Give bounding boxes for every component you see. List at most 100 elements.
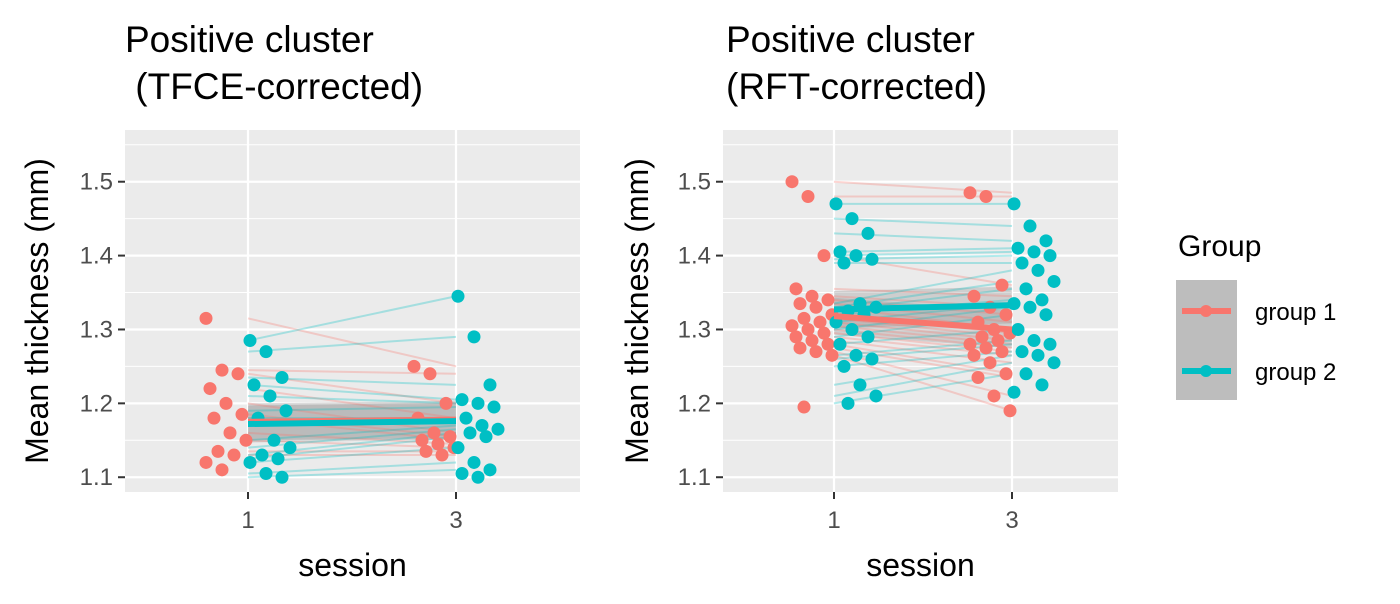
data-point-group-1 [203,382,217,396]
data-point-group-2 [483,378,497,392]
x-tick-label: 3 [1005,507,1018,534]
data-point-group-1 [805,334,819,348]
subject-line-group-1 [833,254,1013,287]
subject-line-group-2 [833,361,1013,397]
subject-line-group-2 [833,250,1013,257]
chart-panel-tfce: Positive cluster (TFCE-corrected) 1.1 1.2 1… [19,19,580,583]
data-point-group-1 [211,444,225,458]
data-point-group-2 [1007,385,1021,399]
data-point-group-2 [455,393,469,407]
data-point-group-2 [861,226,875,240]
data-point-group-2 [1019,367,1033,381]
chart-title-line-1: Positive cluster [125,19,374,60]
data-point-group-2 [471,470,485,484]
data-point-group-1 [789,330,803,344]
data-point-group-1 [995,278,1009,292]
data-point-group-2 [467,330,481,344]
data-point-group-1 [215,463,229,477]
data-point-group-1 [239,433,253,447]
data-point-group-2 [833,245,847,259]
data-point-group-2 [845,212,859,226]
data-point-group-1 [419,444,433,458]
data-point-group-2 [471,396,485,410]
data-point-group-1 [801,322,815,336]
legend-key-background [1176,280,1237,400]
data-point-group-2 [259,345,273,359]
data-point-group-2 [1039,308,1053,322]
y-tick-label: 1.4 [678,243,711,270]
data-point-group-2 [1031,263,1045,277]
data-point-group-2 [1011,322,1025,336]
data-point-group-1 [215,363,229,377]
x-axis-title: session [298,547,407,583]
data-point-group-2 [1027,245,1041,259]
subject-line-group-2 [833,350,1013,368]
data-point-group-2 [259,467,273,481]
x-tick-label: 3 [449,507,462,534]
data-point-group-2 [1027,334,1041,348]
data-point-group-1 [979,189,993,203]
legend-title: Group [1178,230,1261,263]
legend: Group group 1 group 2 [1176,230,1336,400]
data-point-group-1 [789,282,803,296]
data-point-group-1 [801,189,815,203]
data-point-group-2 [853,378,867,392]
data-point-group-2 [275,370,289,384]
subject-line-group-2 [247,295,457,342]
x-tick-label: 1 [241,507,254,534]
subject-line-group-2 [833,217,1013,228]
data-point-group-1 [821,337,835,351]
x-axis-title: session [866,547,975,583]
data-point-group-1 [231,367,245,381]
data-point-group-1 [967,289,981,303]
subject-line-group-1 [833,287,1013,298]
data-point-group-2 [479,430,493,444]
data-point-group-2 [837,359,851,373]
legend-key-point-group-1 [1200,305,1212,317]
data-point-group-2 [849,249,863,263]
data-point-group-2 [255,448,269,462]
subject-line-group-2 [247,383,457,401]
mean-line-group-2 [833,302,1013,313]
data-point-group-1 [975,330,989,344]
data-point-group-2 [869,389,883,403]
chart-title-line-1: Positive cluster [726,19,975,60]
data-point-group-1 [825,348,839,362]
data-point-group-2 [861,330,875,344]
legend-key-point-group-2 [1200,365,1212,377]
subject-line-group-2 [247,424,457,442]
data-point-group-1 [427,426,441,440]
data-point-group-1 [199,311,213,325]
data-point-group-1 [991,334,1005,348]
legend-item-group-1: group 1 [1182,299,1336,326]
data-point-group-1 [797,311,811,325]
data-point-group-1 [423,367,437,381]
data-point-group-1 [809,300,823,314]
subject-line-group-2 [247,428,457,449]
data-point-group-1 [821,293,835,307]
data-point-group-2 [1011,241,1025,255]
data-point-group-2 [1015,345,1029,359]
subject-line-group-1 [833,343,1013,375]
data-point-group-2 [1015,256,1029,270]
subject-line-group-2 [833,306,1013,331]
data-point-group-1 [1003,404,1017,418]
data-point-group-1 [415,433,429,447]
data-point-group-2 [467,455,481,469]
subject-line-group-1 [833,339,1013,364]
data-point-group-2 [271,452,285,466]
data-point-group-2 [1023,300,1037,314]
y-tick-label: 1.5 [678,169,711,196]
data-point-group-1 [999,308,1013,322]
subject-line-group-2 [833,269,1013,305]
y-tick-label: 1.2 [80,390,113,417]
data-point-group-1 [817,326,831,340]
data-point-group-1 [999,367,1013,381]
data-point-group-1 [963,337,977,351]
subject-line-group-2 [247,394,457,405]
data-point-group-2 [451,441,465,455]
chart-title-line-2: (TFCE-corrected) [125,66,423,107]
data-point-group-1 [983,356,997,370]
data-point-group-2 [491,422,505,436]
subject-line-group-2 [833,254,1013,261]
